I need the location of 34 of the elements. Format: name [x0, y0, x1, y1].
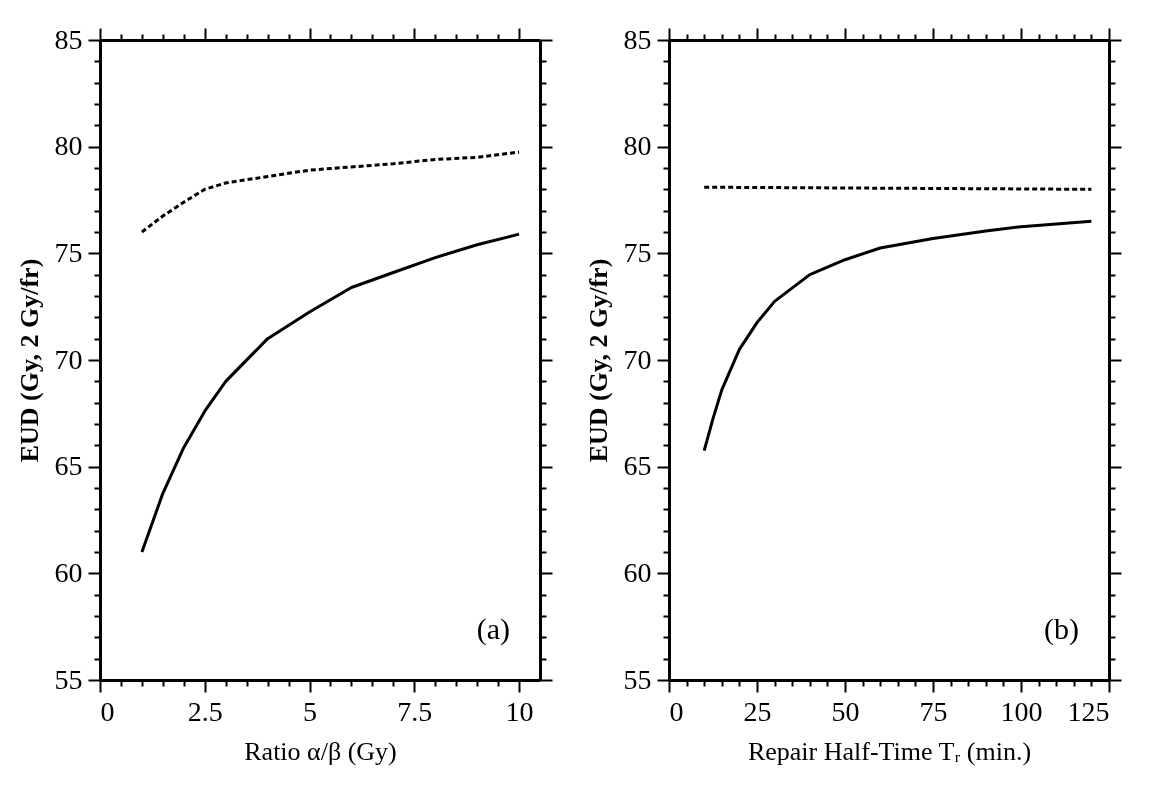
y-tick-label: 70	[623, 343, 652, 375]
line-series	[140, 232, 521, 554]
line-series	[140, 150, 521, 234]
y-axis-title: EUD (Gy, 2 Gy/fr)	[583, 258, 613, 463]
y-tick-label: 85	[54, 23, 83, 55]
annotation: (b)	[1044, 612, 1079, 646]
y-axis-title: EUD (Gy, 2 Gy/fr)	[14, 258, 44, 463]
x-tick-label: 50	[831, 695, 860, 727]
x-tick-label: 75	[919, 695, 948, 727]
y-tick-label: 55	[623, 663, 652, 695]
x-axis-title: Repair Half-Time Tᵣ (min.)	[747, 736, 1032, 766]
y-tick-label: 65	[54, 450, 83, 482]
x-axis-title: Ratio α/β (Gy)	[244, 736, 397, 766]
y-tick-label: 75	[623, 236, 652, 268]
x-tick-label: 5	[303, 695, 318, 727]
x-tick-label: 10	[505, 695, 534, 727]
x-tick-label: 7.5	[397, 695, 433, 727]
x-tick-label: 2.5	[187, 695, 223, 727]
y-tick-label: 75	[54, 236, 83, 268]
x-tick-label: 0	[100, 695, 115, 727]
y-tick-label: 80	[623, 130, 652, 162]
y-tick-label: 60	[623, 556, 652, 588]
annotation: (a)	[476, 612, 510, 646]
y-tick-label: 70	[54, 343, 83, 375]
y-tick-label: 55	[54, 663, 83, 695]
x-tick-label: 25	[743, 695, 772, 727]
y-tick-label: 65	[623, 450, 652, 482]
x-tick-label: 0	[669, 695, 684, 727]
x-tick-label: 100	[1000, 695, 1043, 727]
y-tick-label: 85	[623, 23, 652, 55]
y-tick-label: 60	[54, 556, 83, 588]
x-tick-label: 125	[1067, 695, 1110, 727]
y-tick-label: 80	[54, 130, 83, 162]
line-series	[702, 219, 1093, 453]
